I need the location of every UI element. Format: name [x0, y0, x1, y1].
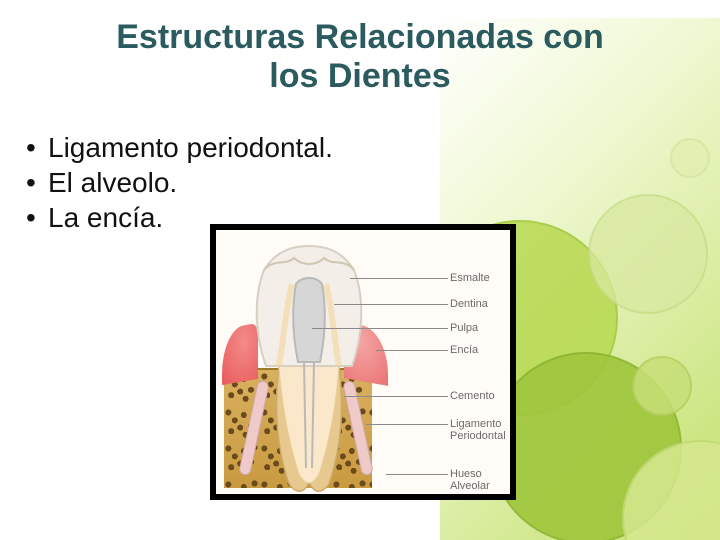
bullet-dot-icon: • — [26, 200, 48, 235]
diagram-label-pulpa: Pulpa — [450, 322, 478, 334]
tooth-diagram: Esmalte Dentina Pulpa Encía Cemento Ligamento… — [210, 224, 516, 500]
page-title: Estructuras Relacionadas con los Dientes — [40, 18, 680, 96]
bullet-text: La encía. — [48, 200, 163, 235]
diagram-label-encia: Encía — [450, 344, 478, 356]
list-item: • Ligamento periodontal. — [26, 130, 720, 165]
bullet-text: El alveolo. — [48, 165, 177, 200]
bullet-dot-icon: • — [26, 165, 48, 200]
diagram-label-esmalte: Esmalte — [450, 272, 490, 284]
list-item: • El alveolo. — [26, 165, 720, 200]
leader-line — [350, 278, 448, 279]
diagram-label-dentina: Dentina — [450, 298, 488, 310]
bullet-list: • Ligamento periodontal. • El alveolo. •… — [26, 130, 720, 235]
leader-line — [344, 396, 448, 397]
leader-line — [376, 350, 448, 351]
title-line-1: Estructuras Relacionadas con — [116, 18, 604, 56]
bullet-dot-icon: • — [26, 130, 48, 165]
tooth-svg — [234, 236, 384, 500]
diagram-label-cemento: Cemento — [450, 390, 495, 402]
leader-line — [366, 424, 448, 425]
decor-bubble — [632, 356, 692, 416]
leader-line — [386, 474, 448, 475]
diagram-label-hueso: Hueso Alveolar — [450, 468, 490, 492]
leader-line — [334, 304, 448, 305]
diagram-label-ligamento: Ligamento Periodontal — [450, 418, 506, 442]
title-line-2: los Dientes — [269, 57, 450, 95]
bullet-text: Ligamento periodontal. — [48, 130, 333, 165]
leader-line — [312, 328, 448, 329]
